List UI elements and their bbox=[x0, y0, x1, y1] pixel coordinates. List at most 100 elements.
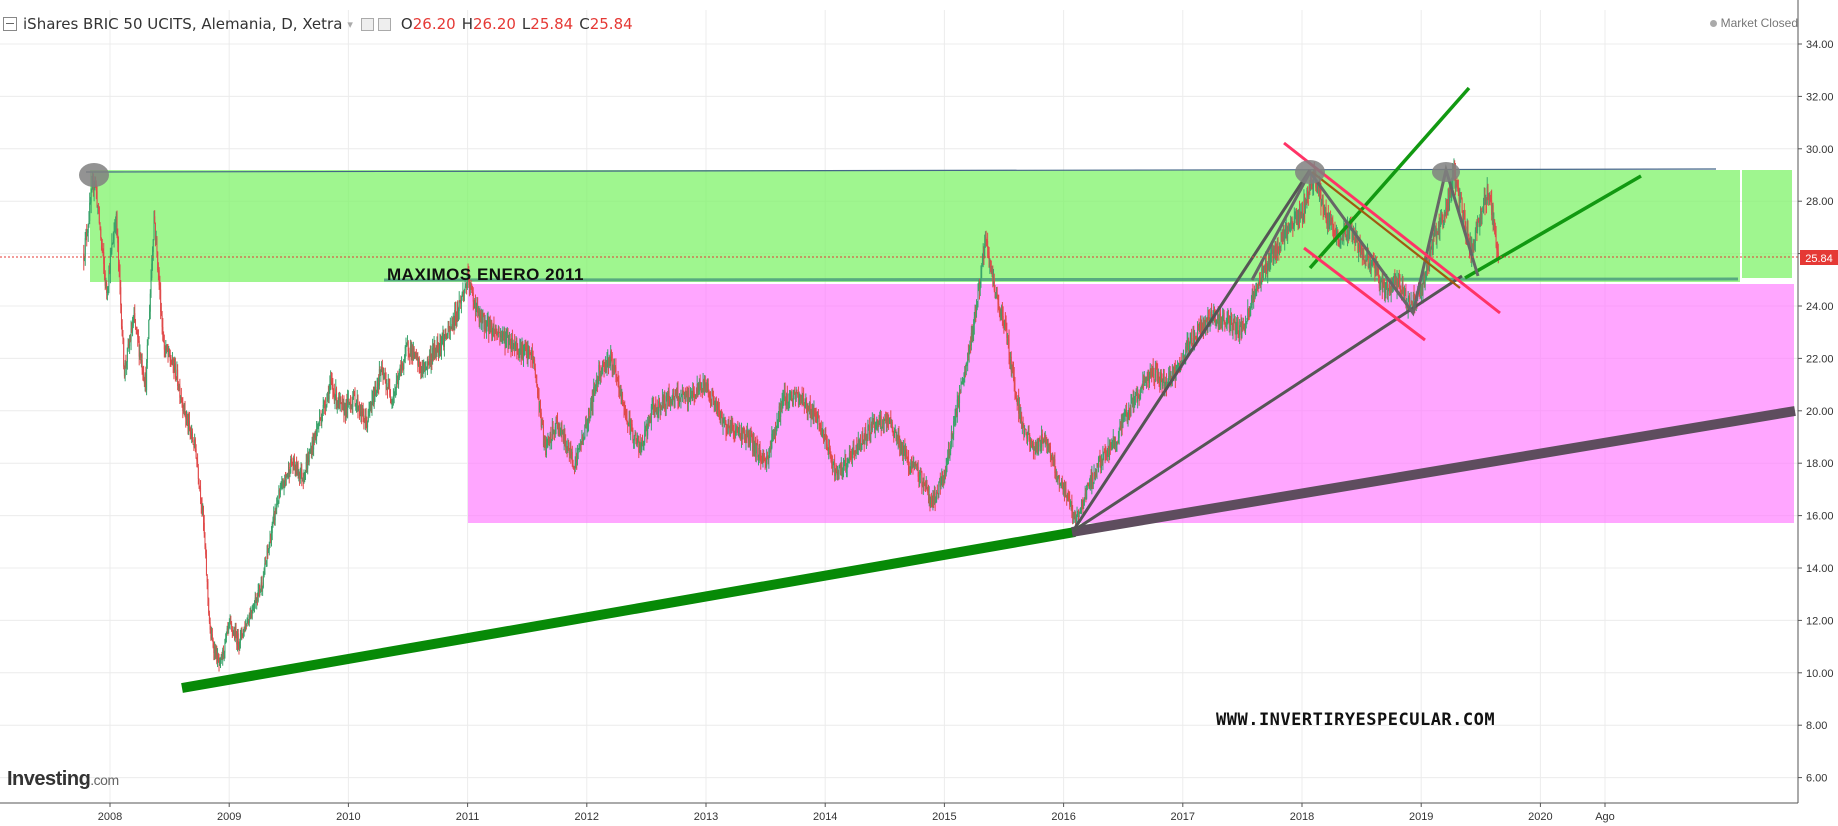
candle-body bbox=[599, 365, 601, 379]
candle-body bbox=[307, 456, 309, 463]
candle-body bbox=[419, 365, 421, 370]
candle-body bbox=[1325, 207, 1327, 223]
candle-body bbox=[291, 463, 293, 465]
candle-body bbox=[1013, 376, 1015, 384]
candle-body bbox=[919, 471, 921, 476]
candle-body bbox=[622, 405, 624, 407]
candle-body bbox=[819, 424, 821, 426]
candle-body bbox=[560, 427, 562, 434]
candle-body bbox=[155, 238, 157, 240]
candle-body bbox=[412, 348, 414, 361]
candle-body bbox=[96, 191, 98, 208]
candle-body bbox=[1101, 460, 1103, 466]
candle-body bbox=[279, 490, 281, 495]
candle-body bbox=[684, 394, 686, 400]
candle-body bbox=[820, 428, 822, 437]
candle-body bbox=[1292, 223, 1294, 228]
candle-body bbox=[1320, 190, 1322, 205]
candle-body bbox=[129, 341, 131, 343]
candle-body bbox=[1038, 439, 1040, 442]
candle-body bbox=[736, 426, 738, 428]
candle-body bbox=[697, 383, 699, 392]
candle-body bbox=[712, 392, 714, 396]
candle-body bbox=[1381, 280, 1383, 282]
candle-body bbox=[486, 322, 488, 324]
candle-body bbox=[1440, 213, 1442, 220]
candle-body bbox=[715, 402, 717, 406]
candle-body bbox=[242, 635, 244, 637]
candle-body bbox=[180, 396, 182, 401]
candle-body bbox=[729, 423, 731, 434]
candle-body bbox=[488, 317, 490, 334]
candle-body bbox=[902, 448, 904, 456]
candle-body bbox=[205, 546, 207, 555]
candle-body bbox=[1025, 428, 1027, 435]
candle-body bbox=[1208, 315, 1210, 317]
candle-body bbox=[421, 367, 423, 373]
candle-body bbox=[873, 417, 875, 424]
candle-body bbox=[445, 334, 447, 338]
candle-body bbox=[1449, 186, 1451, 196]
candle-body bbox=[596, 378, 598, 384]
settings-box-icon[interactable] bbox=[360, 17, 374, 31]
candle-body bbox=[1448, 198, 1450, 203]
candle-body bbox=[1045, 438, 1047, 440]
candle-body bbox=[503, 331, 505, 336]
candle-body bbox=[1120, 421, 1122, 429]
candle-body bbox=[1253, 291, 1255, 299]
candle-body bbox=[198, 478, 200, 487]
candle-body bbox=[952, 434, 954, 439]
candle-body bbox=[365, 415, 367, 423]
candle-body bbox=[1272, 248, 1274, 262]
candle-body bbox=[936, 492, 938, 494]
candle-body bbox=[173, 365, 175, 371]
candle-body bbox=[153, 216, 155, 240]
status-dot-icon bbox=[1709, 20, 1717, 28]
candle-body bbox=[888, 420, 890, 422]
candle-body bbox=[1021, 423, 1023, 429]
candle-body bbox=[257, 590, 259, 601]
candle-body bbox=[1242, 326, 1244, 328]
candle-body bbox=[1421, 291, 1423, 296]
candle-body bbox=[1129, 411, 1131, 415]
candle-body bbox=[1345, 234, 1347, 240]
candle-body bbox=[1007, 337, 1009, 339]
candle-body bbox=[1432, 233, 1434, 250]
candle-body bbox=[1076, 514, 1078, 516]
hide-box-icon[interactable] bbox=[377, 17, 391, 31]
candle-body bbox=[270, 533, 272, 544]
candle-body bbox=[1306, 190, 1308, 203]
candle-body bbox=[442, 334, 444, 342]
candle-body bbox=[347, 398, 349, 411]
candle-body bbox=[1463, 211, 1465, 223]
candle-body bbox=[665, 396, 667, 409]
candle-body bbox=[625, 411, 627, 418]
candle-body bbox=[280, 487, 282, 489]
candle-body bbox=[851, 456, 853, 459]
candle-body bbox=[644, 429, 646, 442]
candle-body bbox=[219, 658, 221, 662]
candle-body bbox=[1126, 410, 1128, 415]
candle-body bbox=[204, 533, 206, 547]
candle-body bbox=[443, 334, 445, 347]
collapse-icon[interactable] bbox=[3, 17, 17, 31]
candle-body bbox=[733, 430, 735, 436]
candle-body bbox=[402, 366, 404, 369]
candle-body bbox=[88, 220, 90, 226]
candle-body bbox=[534, 368, 536, 375]
candle-body bbox=[446, 337, 448, 339]
candle-body bbox=[1065, 488, 1067, 495]
candle-body bbox=[313, 433, 315, 450]
candle-body bbox=[178, 385, 180, 389]
candle-body bbox=[831, 460, 833, 464]
symbol-title[interactable]: iShares BRIC 50 UCITS, Alemania, D, Xetr… bbox=[23, 15, 343, 33]
investing-logo[interactable]: Investing.com bbox=[7, 768, 119, 791]
candle-body bbox=[1296, 214, 1298, 224]
candle-body bbox=[216, 649, 218, 663]
candle-body bbox=[194, 439, 196, 449]
candle-body bbox=[559, 433, 561, 435]
candle-body bbox=[223, 652, 225, 655]
dropdown-caret-icon[interactable]: ▾ bbox=[347, 17, 353, 31]
candle-body bbox=[1126, 414, 1128, 423]
